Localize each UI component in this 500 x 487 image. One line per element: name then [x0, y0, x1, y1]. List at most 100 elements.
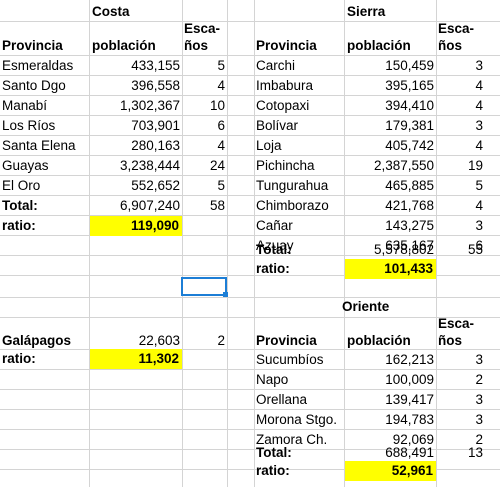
- gridline: [0, 195, 500, 196]
- costa-total-escanos: 58: [209, 198, 225, 213]
- costa-row-poblacion: 433,155: [131, 58, 180, 73]
- costa-row-provincia: Santa Elena: [2, 138, 76, 153]
- costa-header-escanos-line2: ños: [184, 38, 209, 53]
- gridline: [227, 0, 228, 487]
- gridline: [0, 255, 500, 256]
- oriente-row-escanos: 3: [475, 412, 483, 427]
- sierra-row-poblacion: 395,165: [385, 78, 434, 93]
- sierra-header-escanos-line2: ños: [438, 38, 463, 53]
- oriente-row-escanos: 3: [475, 352, 483, 367]
- oriente-total-poblacion: 688,491: [385, 445, 434, 460]
- gridline: [0, 449, 500, 450]
- oriente-ratio-value: 52,961: [345, 461, 436, 481]
- sierra-header-poblacion: población: [347, 38, 411, 53]
- sierra-row-poblacion: 465,885: [385, 178, 434, 193]
- gridline: [0, 469, 500, 470]
- sierra-row-escanos: 19: [467, 158, 483, 173]
- sierra-title: Sierra: [347, 4, 386, 19]
- gridline: [0, 175, 500, 176]
- oriente-row-poblacion: 139,417: [385, 392, 434, 407]
- costa-row-poblacion: 1,302,367: [119, 98, 180, 113]
- costa-row-provincia: Guayas: [2, 158, 49, 173]
- gridline: [0, 75, 500, 76]
- gridline: [89, 0, 90, 487]
- costa-ratio-label: ratio:: [2, 218, 36, 233]
- sierra-row-poblacion: 394,410: [385, 98, 434, 113]
- costa-row-escanos: 4: [217, 78, 225, 93]
- galapagos-ratio-label: ratio:: [2, 351, 36, 366]
- costa-total-poblacion: 6,907,240: [119, 198, 180, 213]
- oriente-header-provincia: Provincia: [256, 333, 317, 348]
- gridline: [0, 135, 500, 136]
- costa-row-escanos: 24: [209, 158, 225, 173]
- galapagos-label: Galápagos: [2, 333, 72, 348]
- oriente-row-escanos: 3: [475, 392, 483, 407]
- fill-handle[interactable]: [223, 292, 228, 297]
- sierra-row-poblacion: 179,381: [385, 118, 434, 133]
- gridline: [0, 21, 500, 22]
- sierra-row-provincia: Cotopaxi: [256, 98, 310, 113]
- costa-row-provincia: El Oro: [2, 178, 41, 193]
- costa-title: Costa: [92, 4, 130, 19]
- costa-row-poblacion: 396,558: [131, 78, 180, 93]
- gridline: [254, 0, 255, 487]
- gridline: [0, 389, 500, 390]
- sierra-header-provincia: Provincia: [256, 38, 317, 53]
- sierra-row-poblacion: 405,742: [385, 138, 434, 153]
- oriente-ratio-label: ratio:: [256, 463, 290, 478]
- oriente-row-provincia: Orellana: [256, 392, 308, 407]
- costa-row-provincia: Santo Dgo: [2, 78, 66, 93]
- oriente-row-poblacion: 194,783: [385, 412, 434, 427]
- costa-row-poblacion: 3,238,444: [119, 158, 180, 173]
- oriente-total-label: Total:: [256, 445, 292, 460]
- gridline: [0, 297, 500, 298]
- sierra-row-escanos: 6: [475, 238, 483, 253]
- oriente-total-escanos: 13: [467, 445, 483, 460]
- costa-row-escanos: 10: [209, 98, 225, 113]
- oriente-row-provincia: Napo: [256, 372, 289, 387]
- sierra-row-escanos: 3: [475, 218, 483, 233]
- oriente-header-poblacion: población: [347, 333, 411, 348]
- gridline: [0, 349, 500, 350]
- costa-total-label: Total:: [2, 198, 38, 213]
- costa-row-provincia: Manabí: [2, 98, 48, 113]
- sierra-row-provincia: Imbabura: [256, 78, 314, 93]
- sierra-row-poblacion: 150,459: [385, 58, 434, 73]
- sierra-row-provincia: Chimborazo: [256, 198, 329, 213]
- costa-header-poblacion: población: [92, 38, 156, 53]
- gridline: [344, 0, 345, 487]
- sierra-row-provincia: Loja: [256, 138, 282, 153]
- gridline: [0, 115, 500, 116]
- gridline: [0, 235, 500, 236]
- sierra-row-escanos: 3: [475, 58, 483, 73]
- gridline: [0, 95, 500, 96]
- sierra-row-poblacion: 421,768: [385, 198, 434, 213]
- selected-cell[interactable]: [181, 277, 227, 296]
- gridline: [182, 0, 183, 487]
- sierra-row-escanos: 4: [475, 198, 483, 213]
- costa-row-escanos: 5: [217, 178, 225, 193]
- oriente-row-provincia: Sucumbíos: [256, 352, 324, 367]
- oriente-row-escanos: 2: [475, 372, 483, 387]
- sierra-row-escanos: 4: [475, 78, 483, 93]
- gridline: [0, 317, 500, 318]
- oriente-row-provincia: Morona Stgo.: [256, 412, 338, 427]
- costa-row-escanos: 5: [217, 58, 225, 73]
- sierra-row-poblacion: 143,275: [385, 218, 434, 233]
- sierra-header-escanos-line1: Esca-: [438, 21, 475, 36]
- costa-row-escanos: 4: [217, 138, 225, 153]
- sierra-row-poblacion: 2,387,550: [373, 158, 434, 173]
- costa-row-escanos: 6: [217, 118, 225, 133]
- costa-row-poblacion: 703,901: [131, 118, 180, 133]
- sierra-row-poblacion: 635,167: [385, 238, 434, 253]
- galapagos-ratio-value: 11,302: [90, 349, 182, 369]
- gridline: [0, 215, 500, 216]
- sierra-row-provincia: Bolívar: [256, 118, 299, 133]
- sierra-row-provincia: Cañar: [256, 218, 293, 233]
- galapagos-escanos: 2: [217, 333, 225, 348]
- sierra-row-provincia: Pichincha: [256, 158, 315, 173]
- sierra-row-escanos: 4: [475, 98, 483, 113]
- sierra-row-provincia: Azuay: [256, 238, 294, 253]
- costa-header-escanos-line1: Esca-: [184, 21, 221, 36]
